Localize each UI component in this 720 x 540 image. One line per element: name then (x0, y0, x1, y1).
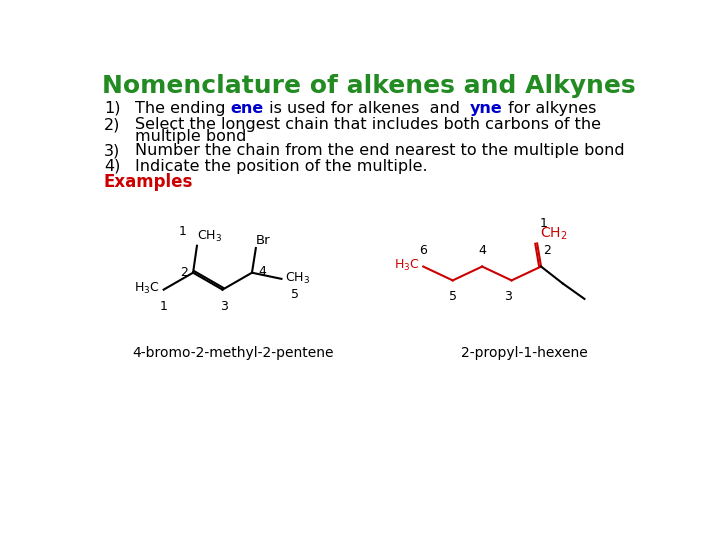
Text: CH$_3$: CH$_3$ (284, 271, 310, 286)
Text: CH$_2$: CH$_2$ (539, 226, 567, 242)
Text: 3: 3 (220, 300, 228, 313)
Text: Nomenclature of alkenes and Alkynes: Nomenclature of alkenes and Alkynes (102, 74, 636, 98)
Text: Indicate the position of the multiple.: Indicate the position of the multiple. (135, 159, 428, 174)
Text: H$_3$C: H$_3$C (394, 258, 419, 273)
Text: 4): 4) (104, 159, 120, 174)
Text: 2: 2 (544, 244, 552, 256)
Text: 1: 1 (539, 217, 547, 230)
Text: yne: yne (470, 101, 503, 116)
Text: 2): 2) (104, 117, 120, 132)
Text: CH$_3$: CH$_3$ (197, 229, 222, 244)
Text: 1): 1) (104, 101, 120, 116)
Text: 5: 5 (291, 288, 299, 301)
Text: H$_3$C: H$_3$C (134, 281, 160, 296)
Text: 1: 1 (179, 225, 187, 238)
Text: 6: 6 (419, 244, 427, 256)
Text: multiple bond: multiple bond (135, 129, 246, 144)
Text: 4: 4 (478, 244, 486, 256)
Text: Br: Br (256, 233, 271, 247)
Text: 4: 4 (258, 265, 266, 278)
Text: 5: 5 (449, 289, 456, 302)
Text: Number the chain from the end nearest to the multiple bond: Number the chain from the end nearest to… (135, 143, 624, 158)
Text: 2: 2 (180, 266, 188, 279)
Text: for alkynes: for alkynes (503, 101, 596, 116)
Text: 3: 3 (504, 289, 512, 302)
Text: is used for alkenes  and: is used for alkenes and (264, 101, 470, 116)
Text: 1: 1 (160, 300, 168, 313)
Text: 3): 3) (104, 143, 120, 158)
Text: 4-bromo-2-methyl-2-pentene: 4-bromo-2-methyl-2-pentene (132, 346, 334, 360)
Text: Examples: Examples (104, 173, 194, 191)
Text: 2-propyl-1-hexene: 2-propyl-1-hexene (461, 346, 588, 360)
Text: The ending: The ending (135, 101, 230, 116)
Text: Select the longest chain that includes both carbons of the: Select the longest chain that includes b… (135, 117, 601, 132)
Text: ene: ene (230, 101, 264, 116)
